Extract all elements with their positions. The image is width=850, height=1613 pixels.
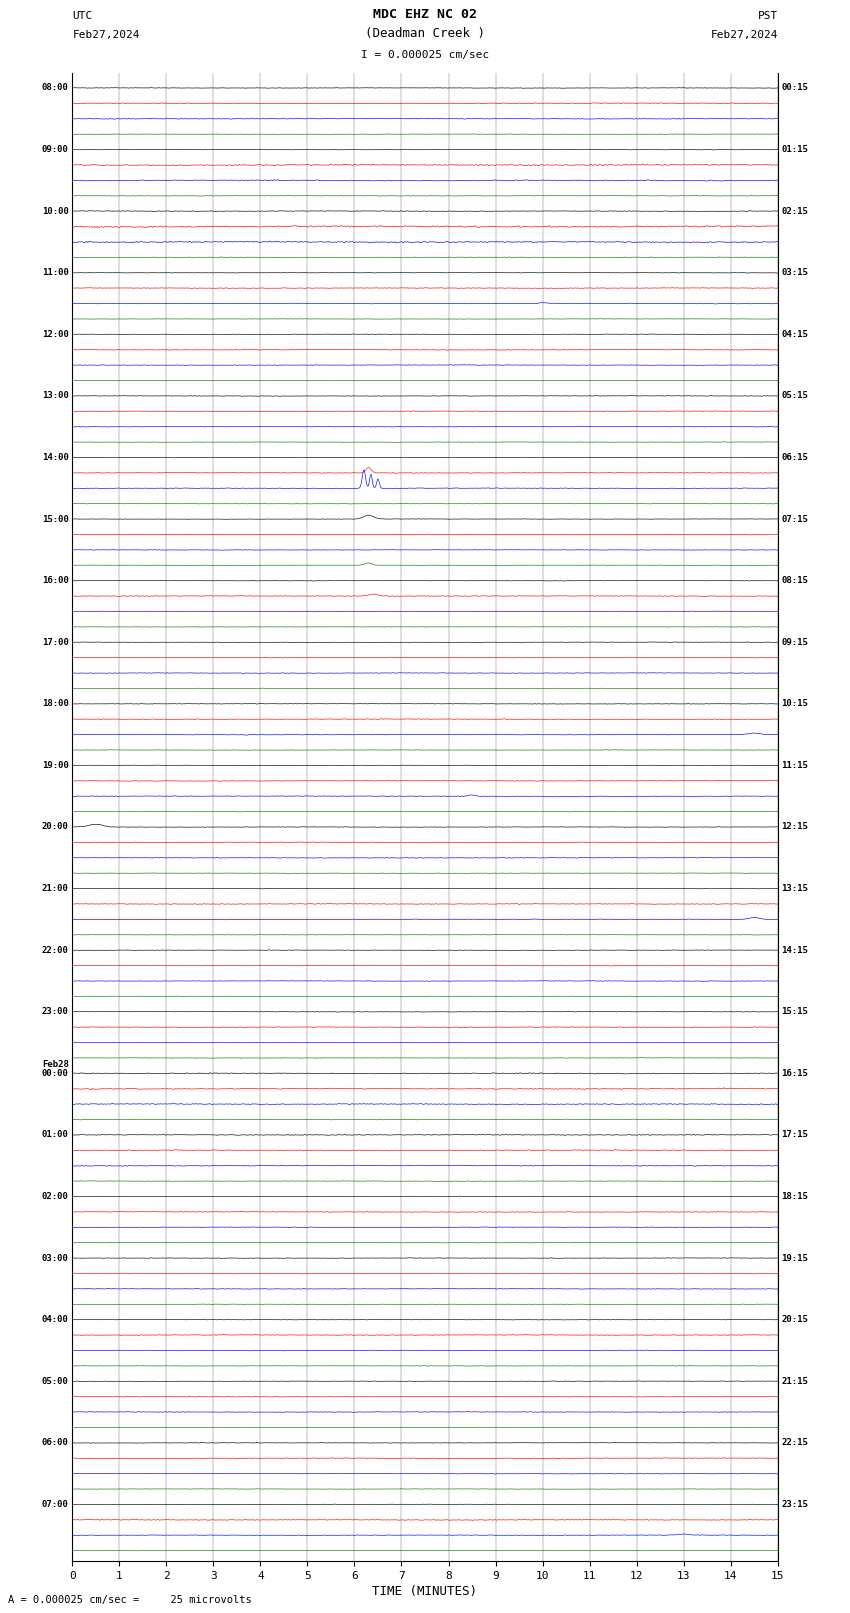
Text: 18:15: 18:15 [781,1192,808,1202]
Text: 17:00: 17:00 [42,637,69,647]
Text: 14:15: 14:15 [781,945,808,955]
Text: 21:15: 21:15 [781,1378,808,1386]
Text: 04:15: 04:15 [781,329,808,339]
Text: A = 0.000025 cm/sec =     25 microvolts: A = 0.000025 cm/sec = 25 microvolts [8,1595,252,1605]
Text: 10:00: 10:00 [42,206,69,216]
Text: 11:15: 11:15 [781,761,808,769]
Text: 09:00: 09:00 [42,145,69,155]
Text: 17:15: 17:15 [781,1131,808,1139]
Text: 08:00: 08:00 [42,84,69,92]
X-axis label: TIME (MINUTES): TIME (MINUTES) [372,1586,478,1598]
Text: 10:15: 10:15 [781,700,808,708]
Text: 00:15: 00:15 [781,84,808,92]
Text: 23:15: 23:15 [781,1500,808,1508]
Text: 07:15: 07:15 [781,515,808,524]
Text: 01:00: 01:00 [42,1131,69,1139]
Text: 16:15: 16:15 [781,1069,808,1077]
Text: UTC: UTC [72,11,93,21]
Text: I = 0.000025 cm/sec: I = 0.000025 cm/sec [361,50,489,60]
Text: 11:00: 11:00 [42,268,69,277]
Text: PST: PST [757,11,778,21]
Text: 18:00: 18:00 [42,700,69,708]
Text: 13:00: 13:00 [42,392,69,400]
Text: (Deadman Creek ): (Deadman Creek ) [365,27,485,40]
Text: 15:00: 15:00 [42,515,69,524]
Text: 14:00: 14:00 [42,453,69,461]
Text: 20:00: 20:00 [42,823,69,831]
Text: 12:15: 12:15 [781,823,808,831]
Text: 01:15: 01:15 [781,145,808,155]
Text: 06:15: 06:15 [781,453,808,461]
Text: 02:15: 02:15 [781,206,808,216]
Text: 03:15: 03:15 [781,268,808,277]
Text: 19:00: 19:00 [42,761,69,769]
Text: 06:00: 06:00 [42,1439,69,1447]
Text: 08:15: 08:15 [781,576,808,586]
Text: 23:00: 23:00 [42,1007,69,1016]
Text: 19:15: 19:15 [781,1253,808,1263]
Text: Feb27,2024: Feb27,2024 [72,31,139,40]
Text: 04:00: 04:00 [42,1315,69,1324]
Text: 16:00: 16:00 [42,576,69,586]
Text: 12:00: 12:00 [42,329,69,339]
Text: 09:15: 09:15 [781,637,808,647]
Text: MDC EHZ NC 02: MDC EHZ NC 02 [373,8,477,21]
Text: 02:00: 02:00 [42,1192,69,1202]
Text: 00:00: 00:00 [42,1069,69,1077]
Text: 07:00: 07:00 [42,1500,69,1508]
Text: 03:00: 03:00 [42,1253,69,1263]
Text: 21:00: 21:00 [42,884,69,894]
Text: 15:15: 15:15 [781,1007,808,1016]
Text: 20:15: 20:15 [781,1315,808,1324]
Text: 13:15: 13:15 [781,884,808,894]
Text: 22:15: 22:15 [781,1439,808,1447]
Text: Feb27,2024: Feb27,2024 [711,31,778,40]
Text: 05:00: 05:00 [42,1378,69,1386]
Text: 22:00: 22:00 [42,945,69,955]
Text: Feb28: Feb28 [42,1060,69,1069]
Text: 05:15: 05:15 [781,392,808,400]
